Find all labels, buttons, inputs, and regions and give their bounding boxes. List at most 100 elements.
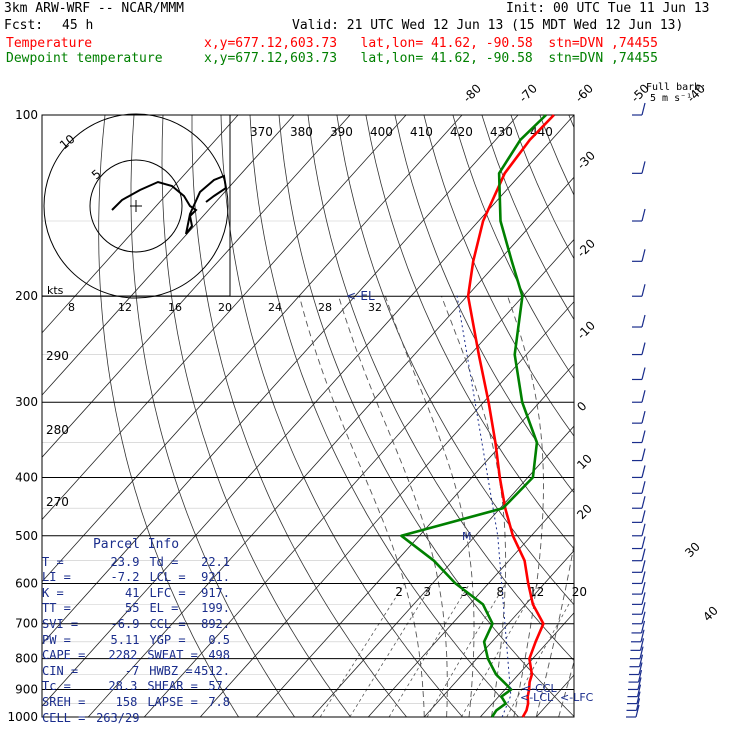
- temperature-location: x,y=677.12,603.73 lat,lon= 41.62, -90.58…: [204, 36, 658, 51]
- wind-barb: [641, 448, 646, 461]
- isotherm-label: 0: [574, 399, 589, 414]
- wind-barb: [640, 629, 645, 642]
- dry-adiabat-line: [685, 115, 740, 717]
- dry-adiabat-line: [307, 115, 574, 662]
- isotherm-label: -60: [572, 81, 596, 105]
- parcel-param-label: SVI =: [42, 616, 79, 631]
- parcel-param-value: 917.: [201, 585, 230, 600]
- temperature-legend: Temperature: [6, 36, 93, 51]
- parcel-param-label: CELL =: [42, 710, 86, 725]
- parcel-param-label: SREH =: [42, 694, 86, 709]
- isotherm-line: [42, 115, 407, 521]
- dewpoint-legend: Dewpoint temperature: [6, 51, 163, 66]
- hodograph-ring-label: 5: [89, 167, 104, 183]
- parcel-param-value: -7.2: [110, 570, 140, 585]
- wind-barb: [641, 592, 646, 605]
- lcl-marker: <-LCL: [520, 691, 554, 704]
- parcel-param-value: 158: [115, 694, 138, 709]
- isotherm-line: [367, 487, 574, 717]
- isotherm-line: [648, 115, 740, 717]
- parcel-param-label: EL =: [149, 601, 179, 616]
- speed-axis-label: kts: [47, 284, 64, 297]
- speed-tick-label: 12: [118, 301, 132, 314]
- parcel-param-label: TT =: [42, 601, 71, 616]
- theta-label: 380: [290, 125, 313, 139]
- pressure-tick-label: 700: [15, 617, 38, 631]
- barb-legend-line2: 5 m s⁻¹: [650, 93, 693, 104]
- theta-label: 390: [330, 125, 353, 139]
- wind-barb: [641, 367, 646, 380]
- pressure-tick-label: 1000: [7, 710, 38, 724]
- parcel-info-row: Tc = 28.3 SHEAR = 57.: [42, 679, 230, 695]
- freezing-level-marker: M: [462, 530, 472, 543]
- parcel-param-value: 57.: [208, 679, 230, 694]
- isotherm-line: [311, 425, 574, 717]
- parcel-param-label: [149, 711, 192, 727]
- parcel-param-value: 263/29: [96, 710, 140, 725]
- wind-barb: [640, 620, 646, 634]
- isotherm-line: [42, 115, 519, 645]
- wind-barb: [641, 611, 646, 624]
- theta-label: 280: [46, 423, 69, 437]
- parcel-param-label: CAPE =: [42, 648, 86, 663]
- parcel-param-value: 2282: [108, 648, 138, 663]
- wind-barb: [641, 465, 646, 478]
- parcel-param-label: Td =: [149, 554, 179, 569]
- wind-barb: [636, 684, 642, 697]
- mixing-ratio-line: [426, 583, 507, 717]
- parcel-param-value: 55: [124, 601, 140, 616]
- parcel-param-label: T =: [42, 554, 64, 569]
- wind-barb: [641, 314, 646, 328]
- parcel-param-value: 921.: [201, 570, 230, 585]
- mixing-ratio-label: 3: [423, 585, 431, 599]
- parcel-param-label: CCL =: [149, 616, 186, 631]
- isotherm-label: 10: [574, 451, 595, 472]
- dewpoint-profile: [400, 114, 547, 718]
- isotherm-line: [535, 674, 574, 717]
- isotherm-line: [143, 238, 574, 717]
- parcel-path: [456, 294, 512, 718]
- wind-barb: [638, 654, 644, 667]
- mixing-ratio-label: 20: [572, 585, 587, 599]
- dry-adiabat-line: [161, 115, 351, 717]
- parcel-param-value: 0.5: [208, 632, 230, 647]
- pressure-tick-label: 600: [15, 576, 38, 590]
- plot-frame: [41, 114, 575, 718]
- isotherm-line: [479, 612, 574, 717]
- dry-adiabat-line: [98, 115, 239, 717]
- parcel-param-value: 28.3: [108, 679, 138, 694]
- wind-barb: [641, 536, 646, 549]
- parcel-param-label: CIN =: [42, 663, 79, 678]
- parcel-info-row: SVI = -6.9 CCL = 892.: [42, 617, 230, 633]
- dry-adiabat-line: [191, 115, 407, 717]
- isotherm-line: [255, 363, 574, 717]
- parcel-param-label: HWBZ =: [149, 663, 193, 678]
- wind-barb: [641, 390, 646, 403]
- wind-barb: [641, 161, 646, 174]
- isotherm-label: -20: [574, 236, 598, 260]
- parcel-param-label: YGP =: [149, 632, 186, 647]
- isotherm-label: -80: [460, 81, 484, 105]
- isotherm-label: -70: [516, 81, 540, 105]
- hodograph-trace: [111, 174, 228, 235]
- dry-adiabat-line: [336, 115, 574, 606]
- wind-barb: [641, 411, 646, 424]
- theta-label: 420: [450, 125, 473, 139]
- speed-tick-label: 20: [218, 301, 232, 314]
- hodograph-ring: [89, 159, 183, 253]
- speed-tick-label: 28: [318, 301, 332, 314]
- dry-adiabat-line: [598, 115, 740, 717]
- isotherm-line: [42, 115, 295, 396]
- dry-adiabat-line: [423, 115, 574, 437]
- parcel-param-label: LI =: [42, 570, 71, 585]
- init-time: Init: 00 UTC Tue 11 Jun 13: [506, 1, 710, 16]
- wind-barb: [641, 284, 646, 297]
- parcel-info-title: Parcel Info: [92, 537, 180, 552]
- parcel-param-value: -6.9: [110, 616, 140, 631]
- isotherm-label: 30: [682, 539, 703, 560]
- parcel-info-panel: Parcel Info T = 23.9 Td = 22.1 LI = -7.2 LCL =…: [42, 537, 230, 733]
- forecast-hour: 45 h: [62, 18, 94, 33]
- wind-barb: [641, 496, 646, 509]
- isotherm-line: [423, 550, 574, 717]
- wind-barb: [637, 677, 642, 690]
